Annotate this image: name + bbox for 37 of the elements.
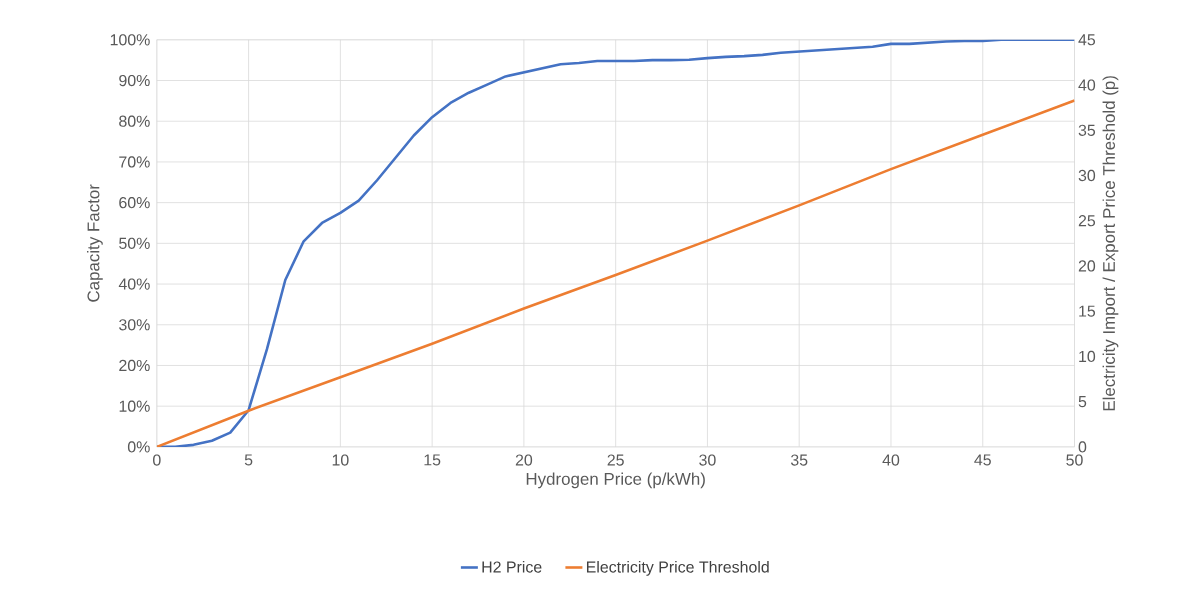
y2-tick-label: 5 xyxy=(1078,396,1087,408)
y-tick-label: 100% xyxy=(110,34,150,46)
x-tick-label: 5 xyxy=(244,454,253,466)
x-tick-label: 0 xyxy=(153,454,161,466)
y-tick-label: 80% xyxy=(119,115,150,127)
y2-tick-label: 15 xyxy=(1079,305,1096,317)
x-axis-title: Hydrogen Price (p/kWh) xyxy=(526,472,705,489)
y-tick-label: 60% xyxy=(119,196,150,209)
y2-tick-label: 0 xyxy=(1078,441,1087,453)
x-tick-label: 50 xyxy=(1066,454,1083,466)
legend-label: Electricity Price Threshold xyxy=(586,560,769,576)
y-tick-label: 50% xyxy=(119,237,150,249)
y2-axis-title: Electricity Import / Export Price Threshold (p) xyxy=(1102,76,1119,411)
y-axis-title: Capacity Factor xyxy=(87,184,103,302)
x-tick-label: 45 xyxy=(974,454,991,466)
x-tick-label: 15 xyxy=(424,454,441,466)
x-tick-label: 35 xyxy=(790,454,808,466)
legend-label: H2 Price xyxy=(482,560,542,573)
y2-tick-label: 40 xyxy=(1078,79,1096,91)
x-tick-label: 10 xyxy=(332,454,349,466)
x-tick-label: 25 xyxy=(607,454,624,466)
y2-tick-label: 25 xyxy=(1078,215,1096,227)
y-tick-label: 70% xyxy=(119,156,150,168)
y-tick-label: 0% xyxy=(127,441,150,453)
y-tick-label: 10% xyxy=(119,400,150,412)
y-tick-label: 40% xyxy=(118,278,150,290)
x-tick-label: 20 xyxy=(515,454,533,466)
y-tick-label: 30% xyxy=(119,319,150,331)
y-tick-label: 20% xyxy=(119,359,150,372)
y2-tick-label: 10 xyxy=(1079,350,1096,363)
x-tick-label: 40 xyxy=(882,454,900,466)
y2-tick-label: 45 xyxy=(1078,34,1096,46)
y2-tick-label: 20 xyxy=(1078,260,1096,272)
y2-tick-label: 30 xyxy=(1078,169,1096,182)
y-tick-label: 90% xyxy=(119,74,150,87)
y2-tick-label: 35 xyxy=(1078,124,1096,136)
x-tick-label: 30 xyxy=(699,454,716,466)
